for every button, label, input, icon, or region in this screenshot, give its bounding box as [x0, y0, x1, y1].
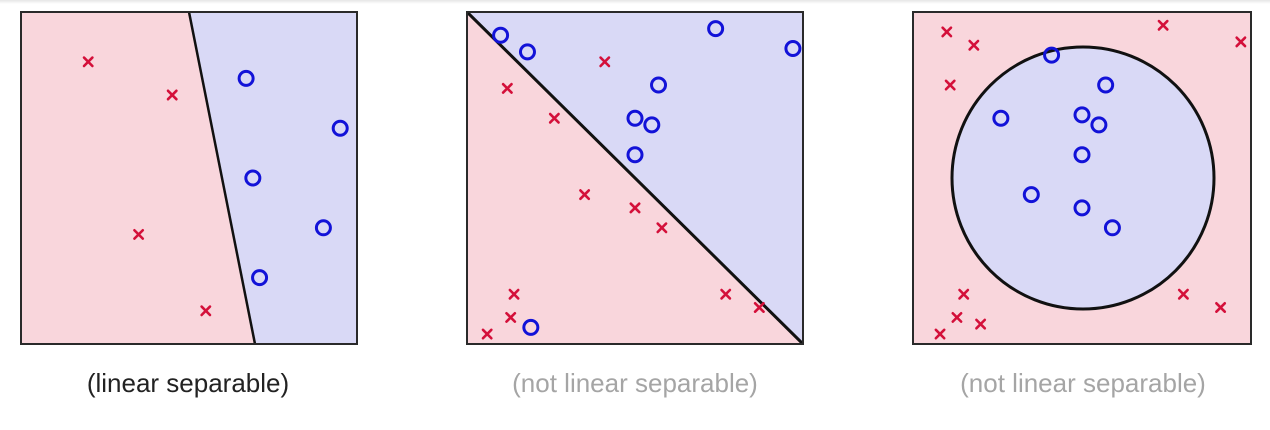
x-marker — [951, 311, 963, 323]
o-marker — [1103, 219, 1121, 237]
panel-not-linear-separable-circle — [912, 11, 1252, 345]
x-marker — [579, 189, 591, 201]
o-marker — [643, 116, 661, 134]
o-marker — [518, 43, 536, 61]
x-marker — [753, 301, 765, 313]
x-marker — [656, 222, 668, 234]
o-marker — [331, 119, 349, 137]
x-marker — [481, 328, 493, 340]
x-marker — [200, 305, 212, 317]
o-marker — [492, 26, 510, 44]
x-marker — [1215, 301, 1227, 313]
o-marker — [1073, 106, 1091, 124]
o-marker — [626, 109, 644, 127]
x-marker — [968, 39, 980, 51]
o-marker — [251, 269, 269, 287]
o-marker — [1073, 146, 1091, 164]
caption-linear-separable: (linear separable) — [86, 368, 290, 398]
o-marker — [314, 219, 332, 237]
o-marker — [1022, 186, 1040, 204]
class-o-region — [189, 12, 357, 344]
decision-boundary-circle — [950, 45, 1216, 311]
x-marker — [501, 82, 513, 94]
o-marker — [707, 20, 725, 38]
o-marker — [650, 76, 668, 94]
o-marker — [244, 169, 262, 187]
o-marker — [992, 109, 1010, 127]
x-marker — [720, 288, 732, 300]
x-marker — [505, 311, 517, 323]
caption-not-linear-separable-1: (not linear separable) — [512, 368, 758, 398]
o-marker — [522, 318, 540, 336]
o-marker — [626, 146, 644, 164]
panel-frame — [912, 11, 1252, 345]
x-marker — [1177, 288, 1189, 300]
o-marker — [1073, 199, 1091, 217]
x-marker — [133, 228, 145, 240]
x-marker — [548, 112, 560, 124]
decision-boundary-line — [187, 11, 257, 345]
o-marker — [1097, 76, 1115, 94]
x-marker — [82, 56, 94, 68]
x-marker — [166, 89, 178, 101]
x-marker — [1235, 36, 1247, 48]
o-marker — [237, 69, 255, 87]
o-marker — [1090, 116, 1108, 134]
panel-frame — [466, 11, 804, 345]
x-marker — [944, 79, 956, 91]
x-marker — [934, 328, 946, 340]
window-top-edge — [0, 0, 1270, 4]
decision-boundary-line — [465, 10, 805, 346]
o-marker — [784, 40, 802, 58]
panel-not-linear-separable-triangle — [465, 10, 805, 346]
x-marker — [975, 318, 987, 330]
x-marker — [599, 56, 611, 68]
x-marker — [958, 288, 970, 300]
x-marker — [508, 288, 520, 300]
x-marker — [1157, 19, 1169, 31]
panel-linear-separable — [20, 11, 358, 345]
x-marker — [941, 26, 953, 38]
x-marker — [629, 202, 641, 214]
caption-not-linear-separable-2: (not linear separable) — [960, 368, 1206, 398]
panel-frame — [20, 11, 358, 345]
o-marker — [1043, 46, 1061, 64]
